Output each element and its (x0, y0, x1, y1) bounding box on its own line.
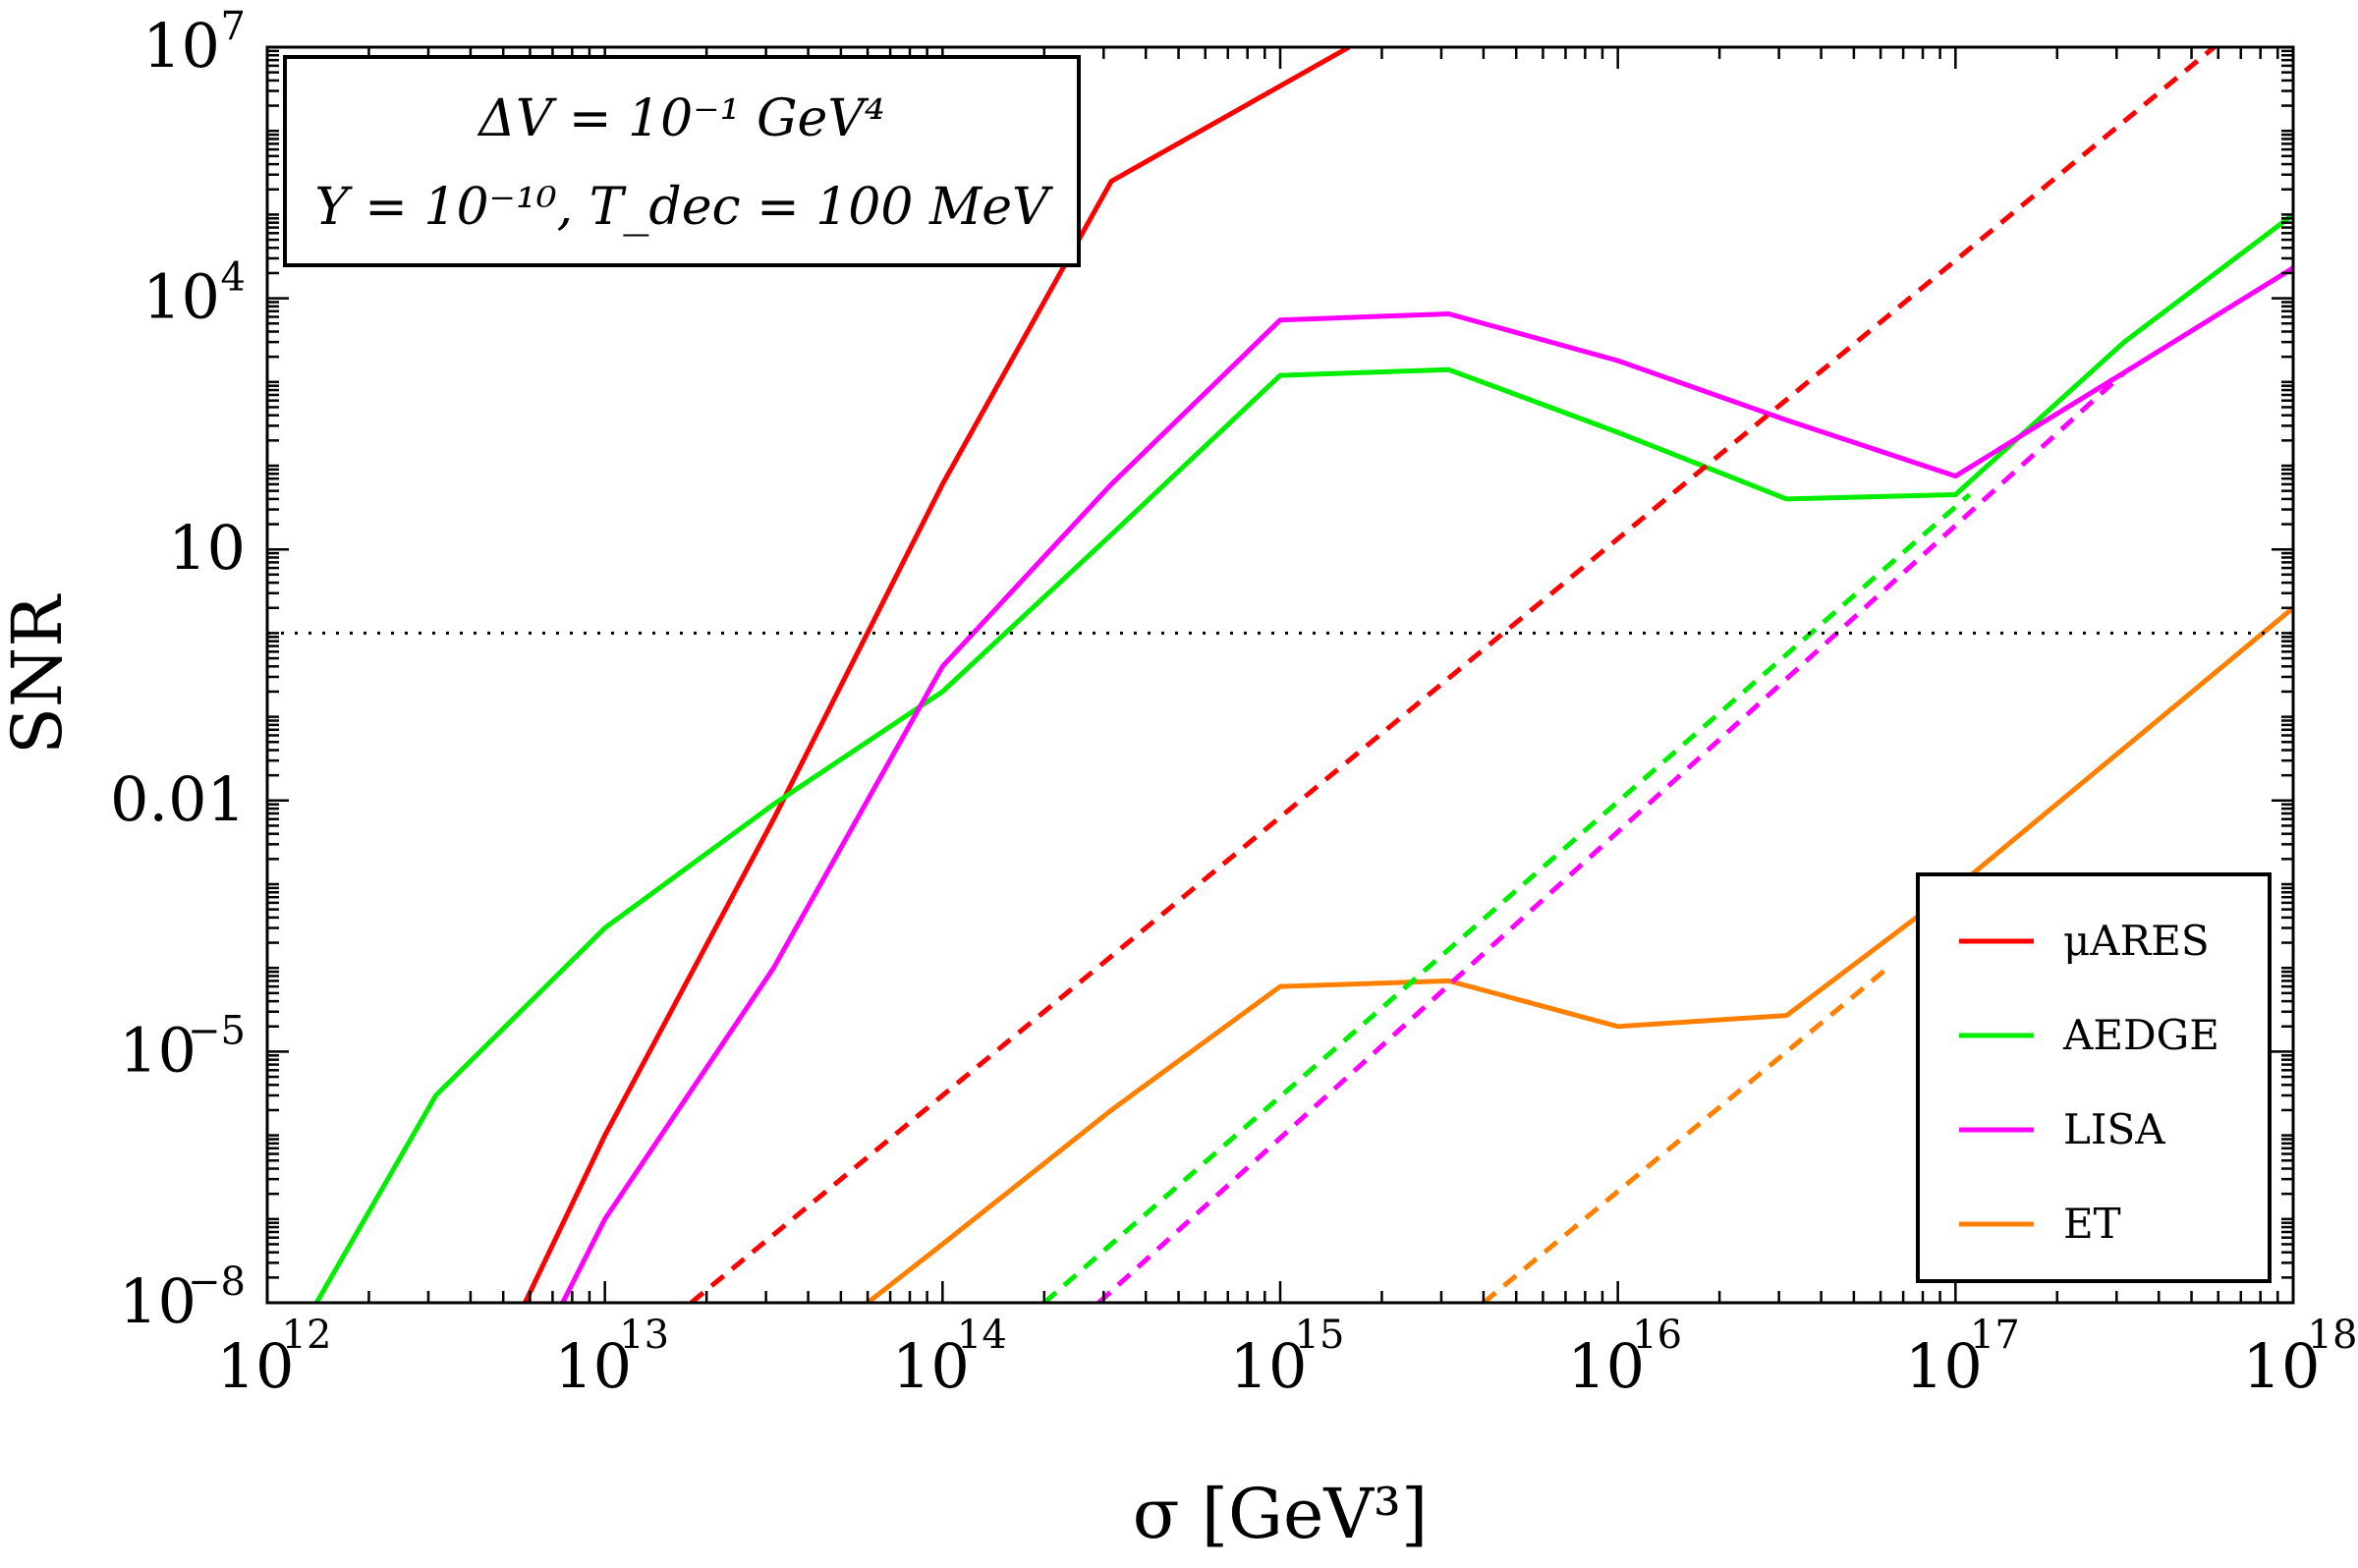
series-layer (314, 47, 2293, 1303)
dashed-line-6 (1096, 370, 2126, 1303)
y-tick-label: 0.01 (110, 763, 246, 835)
x-tick-exponent: 17 (1970, 1313, 2020, 1358)
x-tick-label: 10 (217, 1330, 295, 1402)
y-tick-exponent: −8 (188, 1260, 246, 1305)
y-tick-label: 10 (142, 261, 220, 333)
y-tick-label: 10 (119, 1265, 196, 1337)
y-tick-label: 10 (168, 512, 246, 584)
legend: μARES AEDGE LISA ET (1916, 872, 2272, 1283)
x-tick-exponent: 13 (619, 1313, 669, 1358)
x-tick-exponent: 12 (282, 1313, 332, 1358)
x-tick-label: 10 (1230, 1330, 1308, 1402)
x-tick-label: 10 (1567, 1330, 1645, 1402)
series-line-2 (560, 265, 2293, 1303)
dashed-line-5 (1042, 492, 1972, 1303)
legend-label: LISA (2063, 1105, 2165, 1153)
x-tick-label: 10 (1905, 1330, 1983, 1402)
dashed-line-4 (689, 47, 2218, 1303)
x-axis-label: σ [GeV³] (1133, 1474, 1429, 1554)
annotation-box (283, 55, 1081, 267)
series-line-0 (523, 47, 1351, 1303)
legend-label: μARES (2063, 917, 2210, 965)
dashed-line-7 (1482, 966, 1889, 1303)
x-tick-exponent: 15 (1295, 1313, 1345, 1358)
series-line-1 (314, 212, 2293, 1303)
parameter-annotation: ΔV = 10⁻¹ GeV⁴ Y = 10⁻¹⁰, T_dec = 100 Me… (283, 55, 1081, 267)
y-tick-label: 10 (142, 10, 220, 82)
annotation-line-2: Y = 10⁻¹⁰, T_dec = 100 MeV (314, 178, 1053, 237)
y-tick-label: 10 (119, 1014, 196, 1086)
series-line-3 (866, 605, 2293, 1303)
y-tick-exponent: 7 (221, 4, 246, 49)
x-tick-exponent: 14 (957, 1313, 1007, 1358)
x-tick-exponent: 18 (2308, 1313, 2358, 1358)
x-tick-exponent: 16 (1632, 1313, 1682, 1358)
annotation-line-1: ΔV = 10⁻¹ GeV⁴ (477, 89, 884, 148)
legend-label: AEDGE (2062, 1011, 2219, 1059)
x-tick-label: 10 (892, 1330, 970, 1402)
x-tick-label: 10 (554, 1330, 632, 1402)
x-tick-label: 10 (2243, 1330, 2321, 1402)
y-axis-label: SNR (0, 593, 78, 755)
y-tick-exponent: 4 (221, 255, 246, 301)
y-tick-exponent: −5 (188, 1008, 246, 1053)
legend-label: ET (2063, 1200, 2121, 1248)
